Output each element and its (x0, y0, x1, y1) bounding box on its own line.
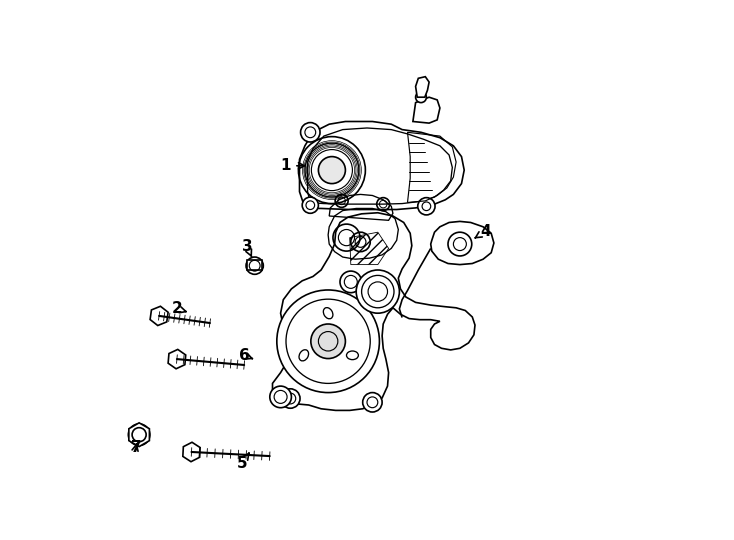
Text: 1: 1 (280, 158, 305, 173)
Text: 3: 3 (241, 239, 252, 257)
Circle shape (270, 386, 291, 408)
Circle shape (363, 393, 382, 412)
Circle shape (246, 257, 264, 274)
Circle shape (302, 197, 319, 213)
Circle shape (280, 389, 300, 408)
Polygon shape (413, 97, 440, 123)
Polygon shape (272, 213, 475, 410)
Text: 6: 6 (239, 348, 252, 363)
Circle shape (310, 324, 346, 359)
Polygon shape (247, 260, 262, 270)
Text: 2: 2 (172, 301, 186, 316)
Polygon shape (415, 77, 429, 97)
Polygon shape (431, 221, 494, 265)
Polygon shape (168, 349, 186, 369)
Circle shape (128, 424, 150, 446)
Circle shape (319, 157, 346, 184)
Polygon shape (183, 442, 200, 462)
Polygon shape (129, 423, 150, 447)
Text: 5: 5 (236, 453, 250, 471)
Polygon shape (150, 306, 168, 326)
Circle shape (301, 123, 320, 142)
Circle shape (277, 290, 379, 393)
Circle shape (418, 198, 435, 215)
Circle shape (356, 270, 399, 313)
Circle shape (415, 92, 426, 103)
Text: 4: 4 (475, 224, 491, 239)
Polygon shape (299, 122, 464, 210)
Text: 7: 7 (131, 440, 141, 455)
